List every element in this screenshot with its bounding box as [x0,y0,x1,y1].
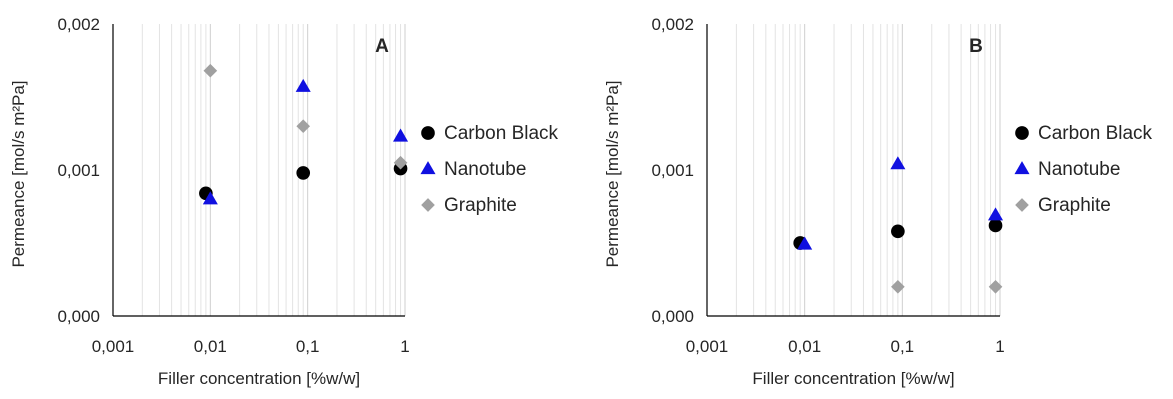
data-point-nanotube [797,236,813,250]
panel-label: B [969,36,983,57]
data-point-carbon-black [296,166,311,180]
x-axis-title: Filler concentration [%w/w] [158,369,360,388]
y-axis-title: Permeance [mol/s m²Pa] [603,80,622,267]
data-point-graphite [203,63,218,78]
data-point-carbon-black [988,218,1003,233]
y-tick-label: 0,000 [57,307,100,326]
data-point-nanotube [988,207,1004,221]
data-point-carbon-black [891,224,905,239]
legend-marker [1015,198,1029,212]
legend-marker [1015,126,1029,140]
legend-marker [1014,161,1030,175]
data-point-nanotube [202,191,218,205]
panel-label: A [375,36,389,57]
y-axis-title: Permeance [mol/s m²Pa] [9,80,28,267]
y-tick-label: 0,002 [57,15,100,34]
legend-label: Nanotube [444,159,526,180]
legend-marker [421,126,435,140]
legend-marker [420,161,436,175]
x-tick-label: 0,01 [788,337,821,356]
x-tick-label: 1 [995,337,1004,356]
y-tick-label: 0,000 [651,307,694,326]
x-tick-label: 1 [400,337,409,356]
chart-panel-a [112,24,436,317]
y-tick-label: 0,001 [651,161,694,180]
legend-label: Graphite [444,195,517,216]
legend-label: Graphite [1038,195,1111,216]
y-tick-label: 0,001 [57,161,100,180]
y-tick-label: 0,002 [651,15,694,34]
data-point-nanotube [393,128,409,142]
chart-panel-b [706,24,1030,317]
x-tick-label: 0,1 [296,337,320,356]
data-point-graphite [296,119,311,134]
data-point-nanotube [295,78,311,92]
legend-label: Carbon Black [444,123,559,144]
data-point-graphite [393,155,408,170]
legend-label: Carbon Black [1038,123,1153,144]
x-tick-label: 0,001 [686,337,729,356]
data-point-nanotube [890,156,906,170]
data-point-graphite [891,279,905,294]
x-axis-title: Filler concentration [%w/w] [752,369,954,388]
x-tick-label: 0,1 [891,337,915,356]
legend-label: Nanotube [1038,159,1120,180]
x-tick-label: 0,001 [92,337,135,356]
data-point-graphite [988,279,1003,294]
legend-marker [421,198,435,212]
x-tick-label: 0,01 [194,337,227,356]
